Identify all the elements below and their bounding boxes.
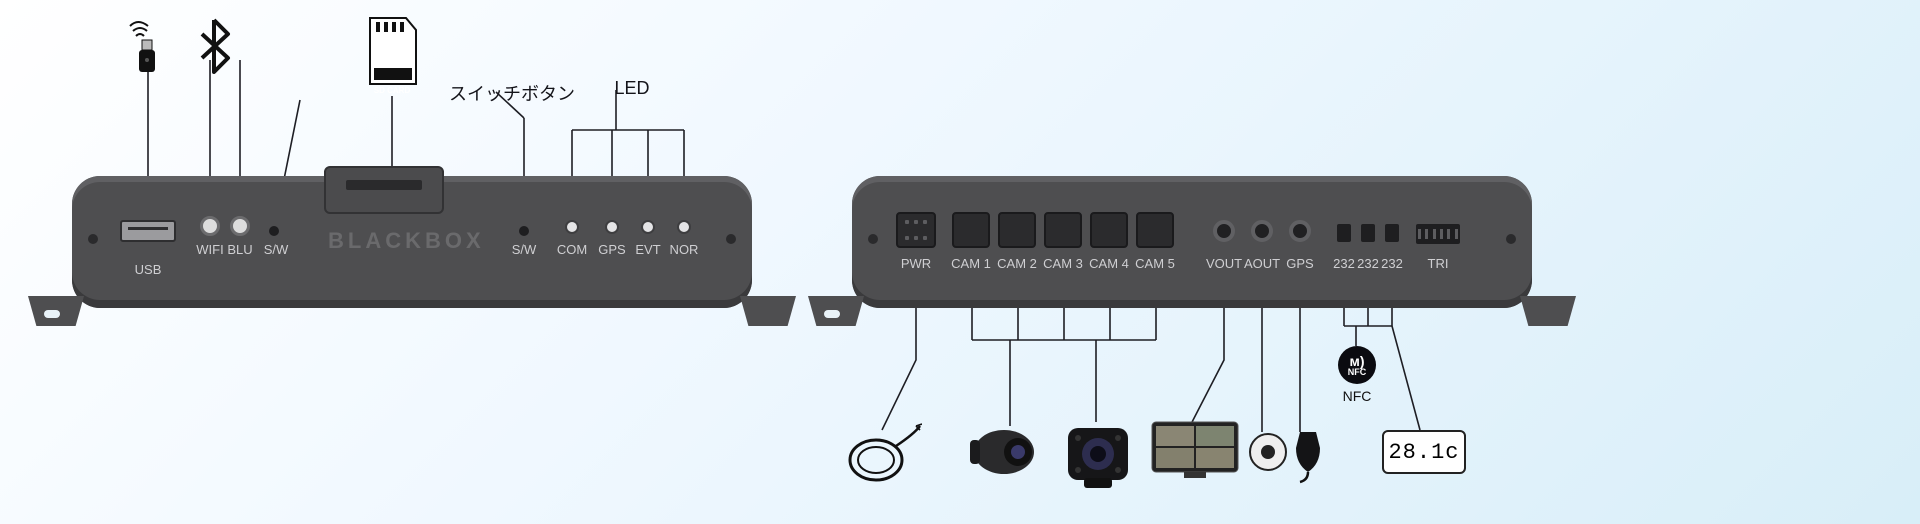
cam1-connector <box>952 212 990 248</box>
led-nor <box>677 220 691 234</box>
led-text: LED <box>614 78 649 99</box>
cam2-connector <box>998 212 1036 248</box>
mount-hole-left <box>44 310 60 318</box>
ir-camera-icon <box>1060 420 1136 492</box>
rs232-2-port <box>1361 224 1375 242</box>
usb-label: USB <box>135 262 162 277</box>
blu-label: BLU <box>227 242 252 257</box>
mount-hole-right <box>1544 310 1560 318</box>
pwr-label: PWR <box>901 256 931 271</box>
gps-led-label: GPS <box>598 242 625 257</box>
vout-label: VOUT <box>1206 256 1242 271</box>
nfc-label: NFC <box>1343 388 1372 404</box>
rs232-1-label: 232 <box>1333 256 1355 271</box>
sw2-label: S/W <box>512 242 537 257</box>
com-label: COM <box>557 242 587 257</box>
sdcard-label: SD CARD <box>374 86 410 95</box>
rs232-1-port <box>1337 224 1351 242</box>
wifi-button <box>200 216 220 236</box>
temperature-display-icon: 28.1c <box>1382 430 1466 474</box>
aout-jack <box>1251 220 1273 242</box>
screw-icon <box>868 234 878 244</box>
cam3-connector <box>1044 212 1082 248</box>
cam3-label: CAM 3 <box>1043 256 1083 271</box>
sd-card-slot <box>324 166 444 214</box>
sw-pinhole-1 <box>269 226 279 236</box>
temperature-value: 28.1c <box>1382 430 1466 474</box>
bluetooth-icon <box>194 16 234 81</box>
sw1-label: S/W <box>264 242 289 257</box>
cam4-connector <box>1090 212 1128 248</box>
rs232-3-port <box>1385 224 1399 242</box>
vout-jack <box>1213 220 1235 242</box>
cam5-connector <box>1136 212 1174 248</box>
cam2-label: CAM 2 <box>997 256 1037 271</box>
switch-button-text: スイッチボタン <box>449 80 575 106</box>
tri-label: TRI <box>1428 256 1449 271</box>
device-front-panel: USB WIFI BLU S/W BLACKBOX S/W COM GPS EV… <box>72 176 752 308</box>
gps-jack-label: GPS <box>1286 256 1313 271</box>
usb-port <box>120 220 176 242</box>
cam1-label: CAM 1 <box>951 256 991 271</box>
pwr-connector <box>896 212 936 248</box>
led-evt <box>641 220 655 234</box>
screw-icon <box>1506 234 1516 244</box>
wifi-label: WIFI <box>196 242 223 257</box>
bluetooth-button <box>230 216 250 236</box>
rs232-2-label: 232 <box>1357 256 1379 271</box>
screw-icon <box>726 234 736 244</box>
camera-icon <box>968 420 1048 484</box>
rs232-3-label: 232 <box>1381 256 1403 271</box>
sw-pinhole-2 <box>519 226 529 236</box>
gps-antenna-icon <box>1290 426 1326 484</box>
mount-hole-left <box>824 310 840 318</box>
aout-label: AOUT <box>1244 256 1280 271</box>
brand-text: BLACKBOX <box>328 228 485 254</box>
cam4-label: CAM 4 <box>1089 256 1129 271</box>
screw-icon <box>88 234 98 244</box>
device-rear-panel: PWR CAM 1 CAM 2 CAM 3 CAM 4 CAM 5 VOUT A… <box>852 176 1532 308</box>
monitor-icon <box>1150 420 1240 480</box>
mount-hole-right <box>764 310 780 318</box>
nfc-icon: м)NFC <box>1338 346 1376 384</box>
led-gps <box>605 220 619 234</box>
evt-label: EVT <box>635 242 660 257</box>
speaker-icon <box>1248 432 1288 472</box>
power-cable-icon <box>842 420 922 490</box>
usb-dongle-icon <box>126 20 170 81</box>
tri-port <box>1416 224 1460 244</box>
nor-label: NOR <box>670 242 699 257</box>
sd-card-icon: SD CARD <box>362 16 422 97</box>
cam5-label: CAM 5 <box>1135 256 1175 271</box>
led-com <box>565 220 579 234</box>
gps-jack <box>1289 220 1311 242</box>
